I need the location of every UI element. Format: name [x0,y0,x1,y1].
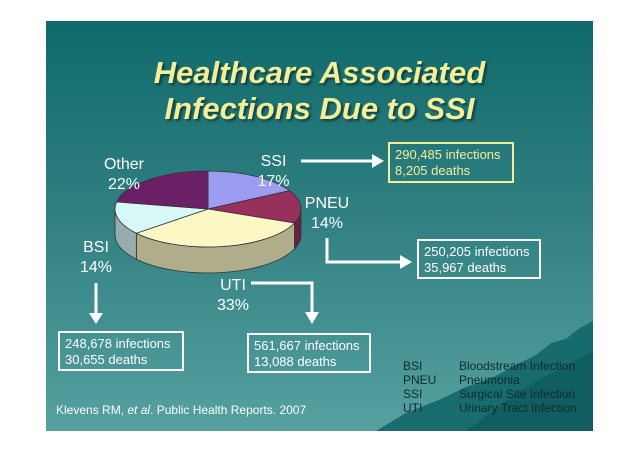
legend-full: Bloodstream Infection [459,359,576,373]
label-pneu: PNEU 14% [302,194,352,234]
legend-row: PNEU Pneumonia [403,373,576,387]
label-ssi-name: SSI [260,153,287,170]
pie-slice-uti [135,208,296,248]
uti-arrow-line [251,281,314,313]
chart [89,154,412,324]
title-line-2: Infections Due to SSI [164,91,475,126]
label-other-name: Other [103,156,144,173]
callout-ssi: 290,485 infections 8,205 deaths [388,142,514,183]
uti-arrowhead [305,312,319,324]
callout-pneu-infections: 250,205 infections [424,244,530,259]
callout-ssi-infections: 290,485 infections [395,147,501,162]
callout-pneu-deaths: 35,967 deaths [424,260,507,275]
label-uti-pct: 33% [216,297,250,314]
label-uti-name: UTI [220,277,246,294]
legend-row: SSI Surgical Site Infection [403,387,576,401]
callout-uti-deaths: 13,088 deaths [254,354,337,369]
title-line-1: Healthcare Associated [153,55,486,90]
mountain-decoration [376,321,593,431]
label-other-pct: 22% [107,176,141,193]
legend-full: Surgical Site Infection [459,387,576,401]
callout-bsi-infections: 248,678 infections [65,336,171,351]
label-ssi-pct: 17% [257,173,290,190]
pie-slice-pneu [207,190,302,224]
pneu-arrowhead [400,255,412,269]
pneu-arrow-line [325,238,401,264]
citation-source: . Public Health Reports. 2007 [150,403,307,417]
legend-abbr: PNEU [403,373,437,387]
ssi-arrowhead [372,154,384,168]
label-other: Other 22% [94,155,154,195]
bsi-arrowhead [89,313,103,324]
legend-full: Pneumonia [459,373,520,387]
legend-abbr: BSI [403,359,423,373]
callout-uti: 561,667 infections 13,088 deaths [247,333,371,373]
label-pneu-name: PNEU [304,195,350,212]
callout-uti-infections: 561,667 infections [254,338,360,353]
callout-pneu: 250,205 infections 35,967 deaths [417,239,541,279]
citation: Klevens RM, et al. Public Health Reports… [56,403,306,417]
pie-slice-bsi [114,201,209,234]
label-bsi-name: BSI [83,239,109,256]
label-pneu-pct: 14% [310,215,344,232]
legend-abbr: UTI [403,401,423,415]
label-bsi: BSI 14% [74,238,118,278]
pie-slice-ssi [207,170,291,210]
label-bsi-pct: 14% [79,259,113,276]
legend-abbr: SSI [403,387,423,401]
pie-slice-other [116,170,209,210]
pie-top [114,170,302,248]
callout-ssi-deaths: 8,205 deaths [395,163,471,178]
citation-authors: Klevens RM, [56,403,128,417]
legend: BSI Bloodstream Infection PNEU Pneumonia… [403,359,576,415]
legend-full: Urinary Tract Infection [459,401,577,415]
label-uti: UTI 33% [211,276,255,316]
arrows [89,154,412,324]
slide: Healthcare Associated Infections Due to … [46,21,593,431]
callout-bsi: 248,678 infections 30,655 deaths [58,331,184,371]
legend-row: UTI Urinary Tract Infection [403,401,576,415]
label-ssi: SSI 17% [246,152,301,192]
legend-row: BSI Bloodstream Infection [403,359,576,373]
citation-etal: et al [127,403,151,417]
callout-bsi-deaths: 30,655 deaths [65,352,148,367]
